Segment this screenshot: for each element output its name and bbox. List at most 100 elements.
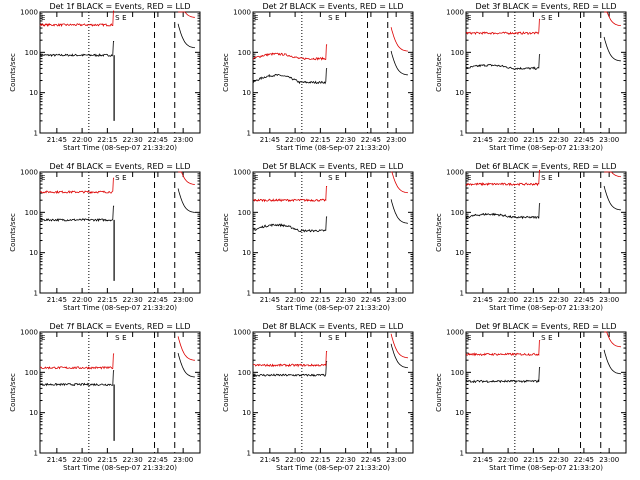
marker-label: S bbox=[115, 334, 120, 342]
y-axis-label: Counts/sec bbox=[222, 213, 230, 252]
x-tick-label: 23:00 bbox=[386, 296, 406, 304]
marker-label: S bbox=[541, 14, 546, 22]
x-tick-label: 22:00 bbox=[498, 296, 518, 304]
chart-panel-9: Det 9f BLACK = Events, RED = LLD 1 10 100 10… bbox=[435, 322, 627, 472]
y-tick-label: 100 bbox=[238, 369, 251, 377]
y-tick-label: 100 bbox=[451, 49, 464, 57]
y-tick-label: 1000 bbox=[233, 169, 251, 177]
y-tick-label: 10 bbox=[455, 249, 464, 257]
x-tick-label: 21:45 bbox=[260, 456, 280, 464]
marker-label: S bbox=[328, 334, 333, 342]
y-tick-label: 100 bbox=[451, 209, 464, 217]
x-tick-label: 22:45 bbox=[148, 136, 168, 144]
x-tick-label: 22:15 bbox=[97, 136, 117, 144]
x-tick-label: 22:30 bbox=[123, 296, 143, 304]
series-lld-recovery bbox=[391, 171, 408, 194]
x-tick-label: 22:00 bbox=[72, 296, 92, 304]
marker-label: E bbox=[548, 174, 552, 182]
series-lld-recovery bbox=[177, 336, 195, 361]
chart-title: Det 8f BLACK = Events, RED = LLD bbox=[262, 322, 403, 331]
chart-panel-7: Det 7f BLACK = Events, RED = LLD 1 10 100 10… bbox=[9, 322, 201, 472]
series-lld-recovery bbox=[178, 11, 195, 18]
y-tick-label: 10 bbox=[29, 89, 38, 97]
x-axis-label: Start Time (08-Sep-07 21:33:20) bbox=[276, 304, 390, 312]
series-events-recovery bbox=[390, 199, 408, 224]
x-tick-label: 22:45 bbox=[361, 456, 381, 464]
x-tick-label: 22:45 bbox=[574, 296, 594, 304]
y-tick-label: 10 bbox=[455, 89, 464, 97]
y-axis-label: Counts/sec bbox=[222, 373, 230, 412]
series-events-recovery bbox=[390, 50, 408, 76]
x-tick-label: 21:45 bbox=[260, 136, 280, 144]
marker-label: E bbox=[548, 334, 552, 342]
x-tick-label: 22:30 bbox=[549, 456, 569, 464]
y-tick-label: 1000 bbox=[20, 329, 38, 337]
x-tick-label: 22:00 bbox=[285, 456, 305, 464]
chart-title: Det 5f BLACK = Events, RED = LLD bbox=[262, 162, 403, 171]
x-tick-label: 22:00 bbox=[72, 136, 92, 144]
y-tick-label: 1 bbox=[460, 130, 464, 138]
marker-label: E bbox=[122, 334, 126, 342]
series-events-recovery bbox=[177, 188, 195, 213]
y-tick-label: 100 bbox=[25, 49, 38, 57]
x-axis-label: Start Time (08-Sep-07 21:33:20) bbox=[63, 464, 177, 472]
marker-label: E bbox=[254, 334, 258, 342]
y-tick-label: 1000 bbox=[233, 329, 251, 337]
x-tick-label: 22:15 bbox=[523, 456, 543, 464]
x-tick-label: 22:00 bbox=[498, 456, 518, 464]
y-tick-label: 1000 bbox=[446, 9, 464, 17]
y-axis-label: Counts/sec bbox=[435, 373, 443, 412]
y-axis-label: Counts/sec bbox=[435, 53, 443, 92]
x-tick-label: 21:45 bbox=[47, 296, 67, 304]
series-events-line bbox=[465, 54, 541, 70]
series-events-line bbox=[252, 361, 328, 377]
series-lld-line bbox=[465, 169, 541, 187]
x-tick-label: 23:00 bbox=[386, 136, 406, 144]
chart-panel-8: Det 8f BLACK = Events, RED = LLD 1 10 100 10… bbox=[222, 322, 414, 472]
x-axis-label: Start Time (08-Sep-07 21:33:20) bbox=[276, 464, 390, 472]
y-tick-label: 10 bbox=[29, 249, 38, 257]
plot-frame bbox=[252, 11, 414, 134]
chart-panel-1: Det 1f BLACK = Events, RED = LLD 1 10 100 10… bbox=[9, 2, 201, 152]
x-tick-label: 21:45 bbox=[473, 296, 493, 304]
x-axis-label: Start Time (08-Sep-07 21:33:20) bbox=[489, 144, 603, 152]
y-tick-label: 10 bbox=[242, 89, 251, 97]
series-events-line bbox=[39, 370, 115, 387]
chart-panel-4: Det 4f BLACK = Events, RED = LLD 1 10 100 10… bbox=[9, 162, 201, 312]
marker-label: S bbox=[328, 174, 333, 182]
x-tick-label: 22:30 bbox=[336, 456, 356, 464]
x-axis-label: Start Time (08-Sep-07 21:33:20) bbox=[489, 304, 603, 312]
x-tick-label: 23:00 bbox=[173, 456, 193, 464]
marker-label: E bbox=[467, 14, 471, 22]
x-tick-label: 23:00 bbox=[173, 296, 193, 304]
series-events-recovery bbox=[390, 343, 408, 369]
plot-frame bbox=[252, 331, 414, 454]
x-tick-label: 22:15 bbox=[310, 296, 330, 304]
chart-title: Det 1f BLACK = Events, RED = LLD bbox=[49, 2, 190, 11]
marker-label: S bbox=[115, 174, 120, 182]
plot-frame bbox=[39, 331, 201, 454]
series-lld-line bbox=[465, 340, 541, 357]
x-tick-label: 22:00 bbox=[498, 136, 518, 144]
series-events-line bbox=[465, 203, 541, 220]
y-tick-label: 100 bbox=[25, 369, 38, 377]
y-tick-label: 100 bbox=[238, 49, 251, 57]
y-tick-label: 1 bbox=[247, 450, 251, 458]
x-tick-label: 22:30 bbox=[549, 296, 569, 304]
x-axis-label: Start Time (08-Sep-07 21:33:20) bbox=[489, 464, 603, 472]
y-tick-label: 10 bbox=[455, 409, 464, 417]
y-tick-label: 100 bbox=[25, 209, 38, 217]
series-lld-line bbox=[465, 18, 541, 36]
chart-title: Det 3f BLACK = Events, RED = LLD bbox=[475, 2, 616, 11]
plot-frame bbox=[39, 11, 201, 134]
y-tick-label: 1000 bbox=[446, 329, 464, 337]
x-tick-label: 22:30 bbox=[549, 136, 569, 144]
series-lld-line bbox=[252, 351, 328, 368]
x-tick-label: 22:30 bbox=[336, 136, 356, 144]
chart-panel-3: Det 3f BLACK = Events, RED = LLD 1 10 100 10… bbox=[435, 2, 627, 152]
x-tick-label: 22:00 bbox=[285, 136, 305, 144]
chart-panel-2: Det 2f BLACK = Events, RED = LLD 1 10 100 10… bbox=[222, 2, 414, 152]
series-events-line bbox=[39, 41, 115, 58]
y-tick-label: 10 bbox=[242, 409, 251, 417]
